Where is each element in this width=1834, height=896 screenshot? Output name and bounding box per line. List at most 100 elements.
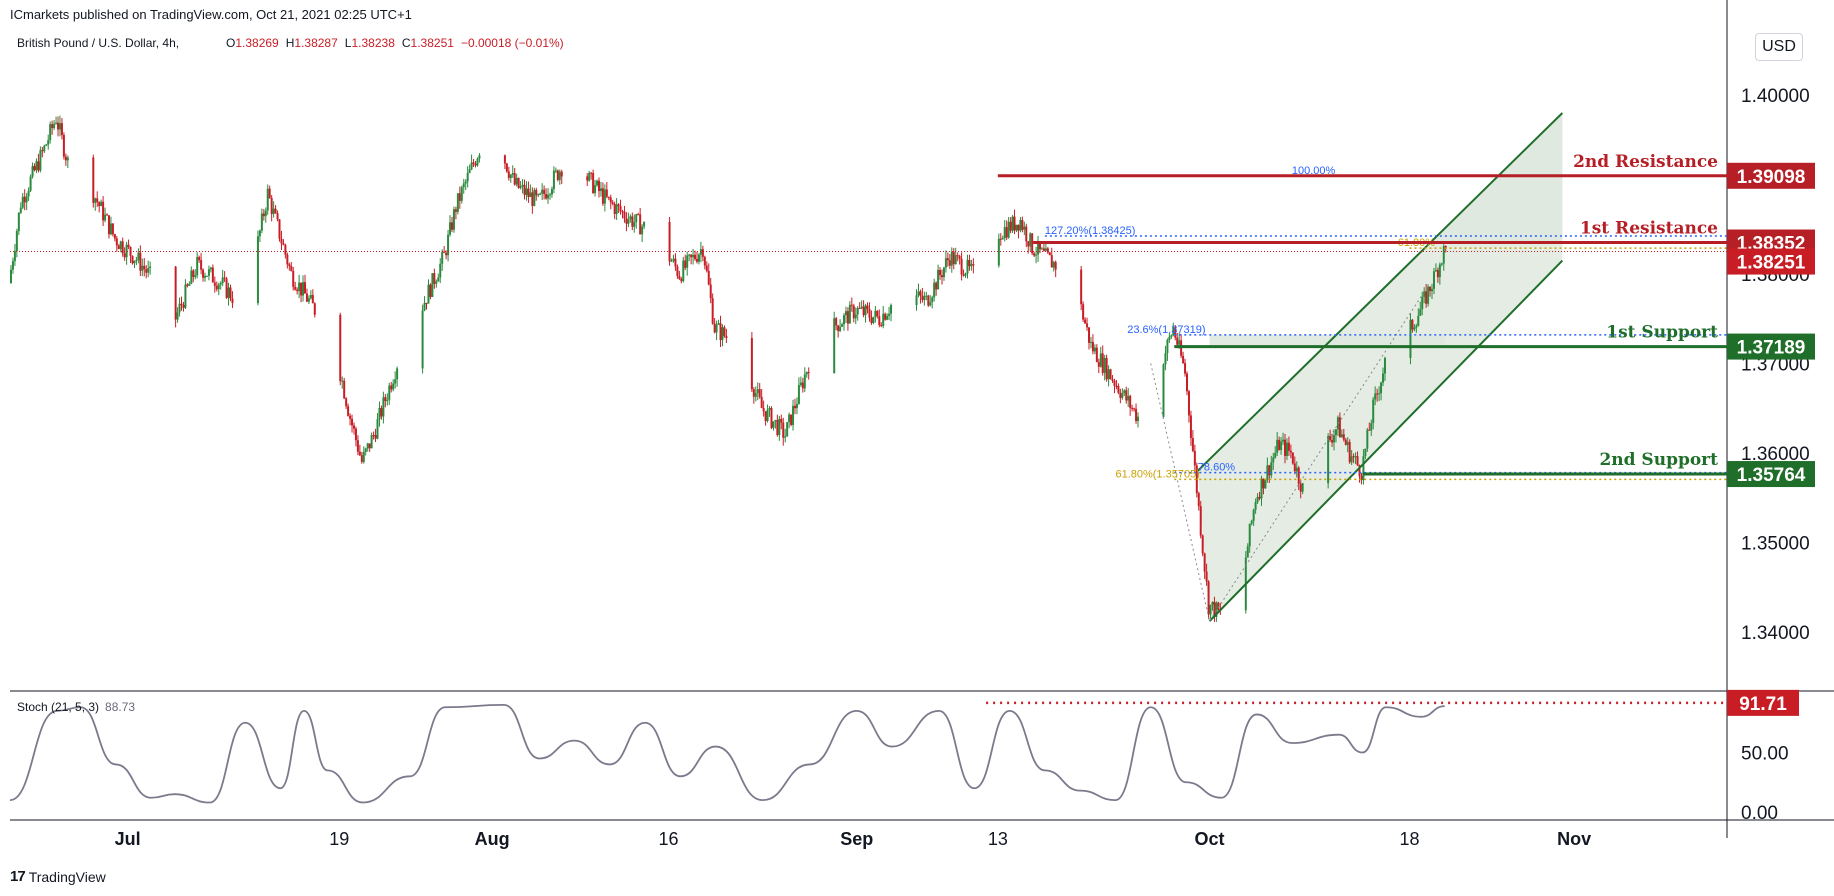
candle-body (1187, 391, 1190, 416)
candle-body (1376, 393, 1379, 395)
candle-body (541, 189, 544, 194)
candle-body (609, 197, 612, 203)
candle-body (782, 422, 785, 438)
candle-body (1123, 390, 1126, 394)
candle-body (1427, 286, 1430, 304)
candle-body (27, 190, 30, 197)
candle-body (596, 180, 599, 186)
candle-body (53, 123, 56, 128)
level-price-label: 1.35764 (1737, 465, 1806, 486)
candle-body (917, 291, 920, 296)
candle-body (104, 214, 107, 221)
candle-body (1434, 270, 1437, 272)
candle-body (701, 249, 704, 257)
y-tick-label: 1.35000 (1741, 533, 1810, 554)
candle-body (719, 323, 722, 340)
candle-body (437, 277, 440, 282)
candle-body (284, 244, 287, 255)
candle-body (1084, 319, 1087, 324)
candle-body (364, 448, 367, 452)
candle-body (509, 174, 512, 178)
candle-body (795, 403, 798, 409)
candle-body (221, 277, 224, 284)
candle-body (786, 422, 789, 437)
candle-body (1021, 219, 1024, 230)
candle-body (262, 213, 265, 217)
x-tick-label: 19 (329, 829, 349, 849)
candle-body (674, 258, 677, 267)
candle-body (1131, 407, 1134, 409)
candle-body (939, 269, 942, 276)
candle-body (215, 285, 218, 290)
candle-body (707, 270, 710, 285)
candle-body (380, 407, 383, 417)
candle-body (703, 256, 706, 266)
candle-body (778, 418, 781, 436)
candle-body (258, 230, 261, 237)
candle-body (466, 172, 469, 182)
candle-body (799, 382, 802, 386)
x-tick-label: Aug (475, 829, 510, 849)
currency-button[interactable]: USD (1755, 33, 1803, 61)
candle-body (60, 123, 63, 135)
candle-body (515, 177, 518, 185)
candle-body (396, 368, 399, 380)
candle-body (837, 325, 840, 331)
candle-body (347, 406, 350, 416)
candle-body (1178, 340, 1181, 345)
candle-body (925, 295, 928, 297)
support-zone-fill (1209, 334, 1445, 347)
candle-body (282, 243, 285, 245)
candle-body (560, 171, 563, 177)
candle-body (882, 313, 885, 326)
candle-body (111, 223, 114, 235)
candle-body (300, 282, 303, 296)
candle-body (597, 180, 600, 192)
candle-body (682, 260, 685, 282)
candle-body (1362, 456, 1365, 481)
candle-body (860, 306, 863, 309)
candle-body (274, 208, 277, 214)
candle-body (915, 295, 918, 306)
candle-body (39, 150, 42, 171)
candle-body (176, 312, 179, 320)
y-tick-label: 1.34000 (1741, 623, 1810, 644)
candle-body (1050, 255, 1053, 268)
candle-body (1211, 601, 1214, 605)
candle-body (1270, 462, 1273, 476)
stoch-value-tag (1727, 689, 1799, 716)
candle-body (1135, 408, 1138, 421)
candle-body (1189, 415, 1192, 439)
candle-body (1360, 475, 1363, 481)
candle-body (307, 298, 310, 302)
ohlc-value: 1.38269 (235, 36, 279, 50)
candle-body (450, 222, 453, 230)
candle-body (594, 185, 597, 194)
candle-body (280, 238, 283, 244)
candle-body (454, 209, 457, 212)
candle-body (127, 244, 130, 248)
candle-body (376, 419, 379, 439)
candle-body (878, 316, 881, 326)
candle-body (296, 289, 299, 292)
candle-body (1295, 467, 1298, 472)
candle-body (1260, 478, 1263, 499)
candle-body (23, 196, 26, 203)
candle-body (688, 254, 691, 256)
candle-body (854, 314, 857, 319)
candle-body (13, 250, 16, 262)
candle-body (586, 176, 589, 181)
candle-body (997, 238, 1000, 266)
candle-body (525, 188, 528, 195)
candle-body (264, 210, 267, 217)
candle-body (292, 270, 295, 287)
candle-body (1266, 465, 1269, 481)
candle-body (372, 435, 375, 437)
candle-body (764, 411, 767, 422)
candle-body (33, 166, 36, 171)
candle-body (305, 293, 308, 302)
candle-body (135, 259, 138, 261)
candle-body (1001, 238, 1004, 240)
candle-body (880, 325, 883, 327)
